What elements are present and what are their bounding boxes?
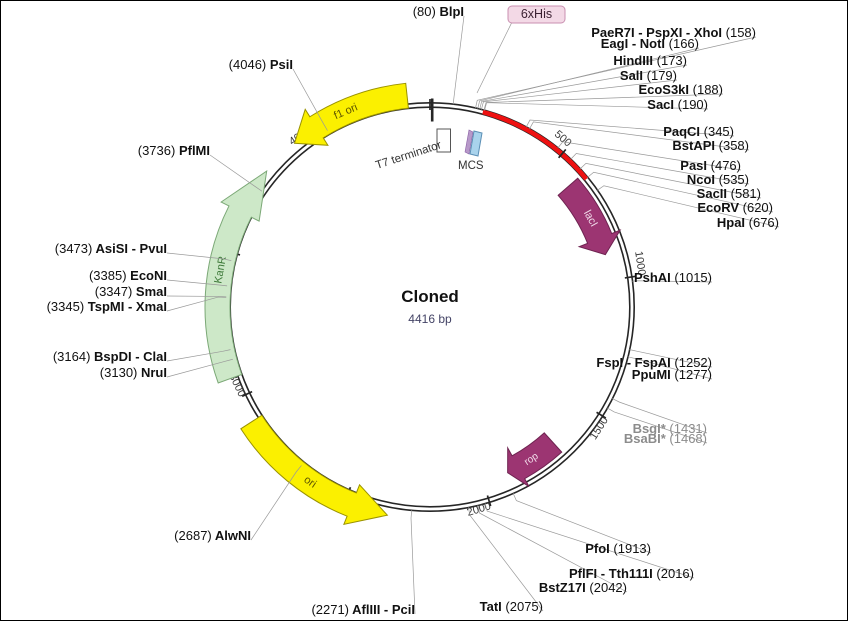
svg-text:NcoI (535): NcoI (535)	[687, 172, 749, 187]
svg-text:(3736) PflMI: (3736) PflMI	[138, 143, 210, 158]
svg-text:HindIII (173): HindIII (173)	[613, 53, 687, 68]
svg-text:(3473) AsiSI - PvuI: (3473) AsiSI - PvuI	[55, 241, 167, 256]
svg-text:(3345) TspMI - XmaI: (3345) TspMI - XmaI	[47, 299, 167, 314]
svg-text:BsaBI* (1468): BsaBI* (1468)	[624, 431, 707, 446]
svg-text:(3164) BspDI - ClaI: (3164) BspDI - ClaI	[53, 349, 167, 364]
svg-text:EagI - NotI (166): EagI - NotI (166)	[601, 36, 699, 51]
svg-text:6xHis: 6xHis	[521, 7, 552, 21]
svg-text:(2687) AlwNI: (2687) AlwNI	[174, 528, 251, 543]
svg-text:(3385) EcoNI: (3385) EcoNI	[89, 268, 167, 283]
svg-text:(3130) NruI: (3130) NruI	[100, 365, 167, 380]
svg-text:TatI (2075): TatI (2075)	[480, 599, 543, 614]
svg-text:PpuMI (1277): PpuMI (1277)	[632, 367, 712, 382]
svg-text:PshAI (1015): PshAI (1015)	[634, 270, 712, 285]
svg-text:1500: 1500	[588, 415, 611, 442]
svg-text:(80) BlpI: (80) BlpI	[413, 4, 464, 19]
svg-text:BstZ17I (2042): BstZ17I (2042)	[539, 580, 627, 595]
svg-text:EcoS3kI (188): EcoS3kI (188)	[638, 82, 723, 97]
svg-text:4416 bp: 4416 bp	[408, 312, 452, 326]
svg-text:PfoI (1913): PfoI (1913)	[585, 541, 651, 556]
svg-text:HpaI (676): HpaI (676)	[717, 215, 779, 230]
svg-text:(4046) PsiI: (4046) PsiI	[229, 57, 293, 72]
svg-text:(3347) SmaI: (3347) SmaI	[95, 284, 167, 299]
svg-text:SalI (179): SalI (179)	[620, 68, 677, 83]
svg-text:T7 terminator: T7 terminator	[374, 139, 443, 172]
svg-text:Cloned: Cloned	[401, 287, 459, 306]
svg-text:MCS: MCS	[458, 160, 484, 172]
svg-text:BstAPI (358): BstAPI (358)	[672, 138, 749, 153]
svg-text:PaqCI (345): PaqCI (345)	[663, 124, 734, 139]
svg-text:(2271) AflIII - PciI: (2271) AflIII - PciI	[311, 602, 415, 617]
svg-text:EcoRV (620): EcoRV (620)	[697, 200, 773, 215]
svg-text:PasI (476): PasI (476)	[680, 158, 741, 173]
svg-text:SacI (190): SacI (190)	[647, 97, 708, 112]
svg-text:PflFI - Tth111I (2016): PflFI - Tth111I (2016)	[569, 566, 694, 581]
svg-text:SacII (581): SacII (581)	[697, 186, 761, 201]
